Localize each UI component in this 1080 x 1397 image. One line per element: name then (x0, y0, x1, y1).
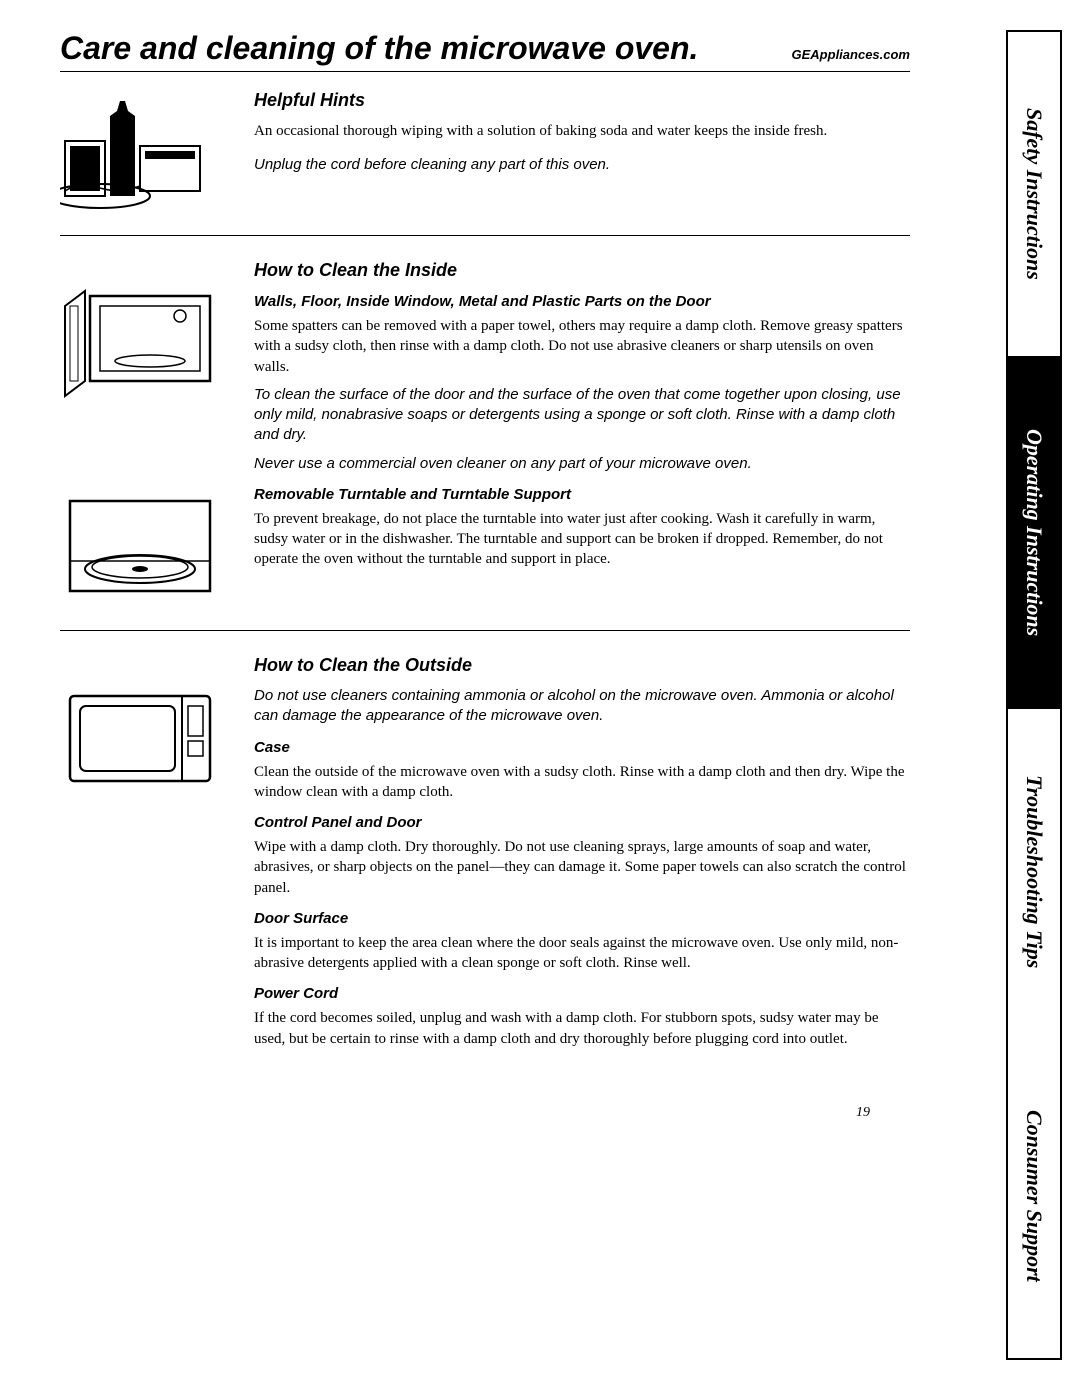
title-row: Care and cleaning of the microwave oven.… (60, 30, 910, 72)
subhead-power-cord: Power Cord (254, 985, 910, 1002)
section-helpful-hints: Helpful Hints An occasional thorough wip… (60, 90, 910, 236)
heading-clean-outside: How to Clean the Outside (254, 655, 910, 676)
illustration-column (60, 655, 230, 1057)
subhead-control-panel: Control Panel and Door (254, 814, 910, 831)
inside-paragraph-3: Never use a commercial oven cleaner on a… (254, 454, 910, 474)
page-content: Care and cleaning of the microwave oven.… (0, 0, 950, 1151)
illustration-column (60, 90, 230, 211)
side-tabs: Safety Instructions Operating Instructio… (1006, 30, 1062, 1360)
illustration-column (60, 260, 230, 606)
text-column: How to Clean the Outside Do not use clea… (254, 655, 910, 1057)
cleaning-supplies-icon (60, 96, 220, 211)
outside-paragraph-4: It is important to keep the area clean w… (254, 933, 910, 974)
microwave-closed-icon (60, 681, 220, 796)
subhead-walls: Walls, Floor, Inside Window, Metal and P… (254, 293, 910, 310)
outside-paragraph-3: Wipe with a damp cloth. Dry thoroughly. … (254, 837, 910, 898)
turntable-icon (60, 491, 220, 606)
tab-operating-instructions[interactable]: Operating Instructions (1008, 356, 1060, 709)
hints-paragraph-1: An occasional thorough wiping with a sol… (254, 121, 910, 141)
outside-paragraph-1: Do not use cleaners containing ammonia o… (254, 686, 910, 727)
text-column: How to Clean the Inside Walls, Floor, In… (254, 260, 910, 606)
microwave-open-icon (60, 286, 220, 401)
inside-paragraph-4: To prevent breakage, do not place the tu… (254, 509, 910, 570)
subhead-turntable: Removable Turntable and Turntable Suppor… (254, 486, 910, 503)
text-column: Helpful Hints An occasional thorough wip… (254, 90, 910, 211)
subhead-door-surface: Door Surface (254, 910, 910, 927)
page-title: Care and cleaning of the microwave oven. (60, 30, 698, 67)
inside-paragraph-2: To clean the surface of the door and the… (254, 385, 910, 446)
outside-paragraph-5: If the cord becomes soiled, unplug and w… (254, 1008, 910, 1049)
subhead-case: Case (254, 739, 910, 756)
tab-safety-instructions[interactable]: Safety Instructions (1008, 32, 1060, 356)
heading-helpful-hints: Helpful Hints (254, 90, 910, 111)
heading-clean-inside: How to Clean the Inside (254, 260, 910, 281)
hints-unplug-note: Unplug the cord before cleaning any part… (254, 155, 910, 175)
section-clean-inside: How to Clean the Inside Walls, Floor, In… (60, 260, 910, 631)
tab-consumer-support[interactable]: Consumer Support (1008, 1034, 1060, 1358)
inside-paragraph-1: Some spatters can be removed with a pape… (254, 316, 910, 377)
tab-troubleshooting-tips[interactable]: Troubleshooting Tips (1008, 709, 1060, 1033)
outside-paragraph-2: Clean the outside of the microwave oven … (254, 762, 910, 803)
section-clean-outside: How to Clean the Outside Do not use clea… (60, 655, 910, 1081)
page-number: 19 (60, 1105, 910, 1121)
site-label: GEAppliances.com (792, 47, 910, 62)
